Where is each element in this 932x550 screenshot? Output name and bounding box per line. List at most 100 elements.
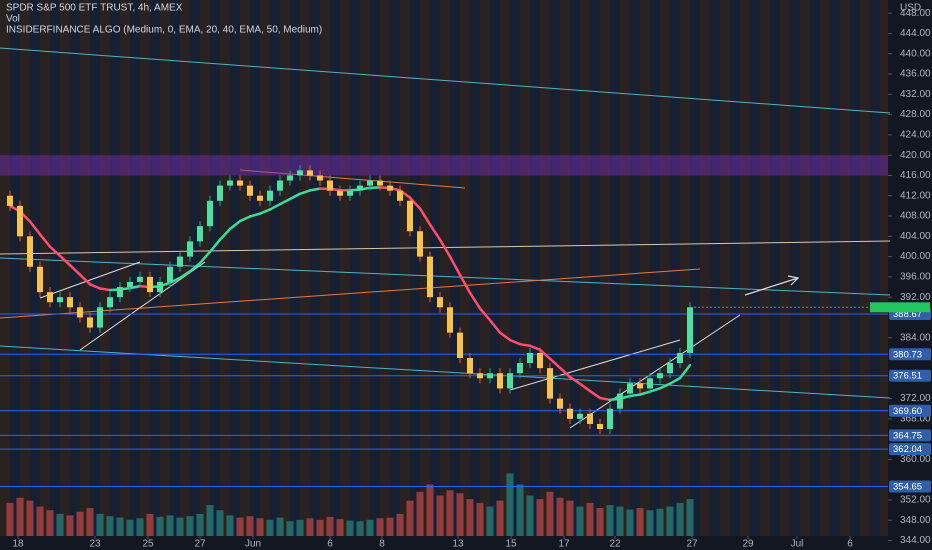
ema-segment [68,263,82,276]
volume-bar [36,506,44,536]
volume-bar [126,519,134,536]
wedge-line [569,314,741,429]
ema-segment [188,261,202,273]
volume-bar [136,518,144,536]
volume-bar [276,517,284,536]
volume-bar [46,510,54,536]
volume-bar [476,502,484,536]
price-badge [889,348,931,361]
volume-bar [306,518,314,536]
volume-bar [146,513,154,536]
price-badge-label: 362.04 [893,444,922,455]
candle-body [357,185,363,191]
ema-segment [418,207,432,226]
volume-bar [616,506,624,536]
candle-body [67,297,73,308]
trend-line [0,268,701,319]
y-tick-label: 408.00 [900,211,931,222]
candle-body [597,423,603,430]
volume-bar [236,517,244,536]
candle-body [327,180,333,191]
ema-segment [668,376,682,385]
candle-body [37,266,43,293]
volume-bar [516,484,524,536]
candle-body [577,413,583,419]
candle-body [487,373,493,379]
ema-segment [578,382,592,393]
ema-segment [198,250,212,265]
volume-bar [576,506,584,536]
volume-bar [636,508,644,536]
volume-bar [6,502,14,536]
candle-body [617,393,623,409]
candle-body [477,373,483,379]
x-tick-label: 27 [686,539,698,550]
volume-bar [186,516,194,536]
candle-body [157,281,163,293]
ema-segment [528,344,542,352]
volume-label: Vol [6,14,20,25]
candle-body [547,368,553,399]
wedge-line [509,339,681,391]
candle-body [437,297,443,308]
ema-segment [458,273,472,295]
y-tick-label: 348.00 [900,515,931,526]
candle-body [237,180,243,186]
y-tick-label: 424.00 [900,130,931,141]
candle-body [287,175,293,181]
y-tick-label: 352.00 [900,495,931,506]
volume-bar [526,495,534,536]
volume-bar [226,515,234,536]
x-tick-label: 23 [89,539,101,550]
candle-body [17,205,23,237]
candle-body [527,352,533,364]
volume-bar [536,499,544,536]
candle-body [297,170,303,176]
ema-segment [588,389,602,400]
candle-body [627,383,633,394]
volume-bar [346,520,354,536]
candle-body [137,276,143,282]
arrow-head [787,275,800,286]
candle-body [187,241,193,257]
x-tick-label: 15 [505,539,517,550]
y-tick-label: 396.00 [900,272,931,283]
y-tick-label: 360.00 [900,454,931,465]
x-tick-label: 27 [194,539,206,550]
volume-bar [206,505,214,536]
price-badge [889,404,931,417]
volume-bar [386,517,394,536]
x-tick-label: 29 [742,539,754,550]
volume-bar [366,519,374,536]
price-badge-label: 364.75 [893,430,922,441]
price-badge-label: 388.67 [893,309,922,320]
ema-segment [468,291,482,310]
y-tick-label: 448.00 [900,8,931,19]
ema-segment [128,284,142,290]
candle-body [367,180,373,186]
y-tick-label: 384.00 [900,332,931,343]
price-badge-label: 354.65 [893,482,922,493]
ema-segment [478,307,492,322]
volume-bar [646,510,654,536]
ema-segment [508,338,522,346]
candle-body [537,352,543,369]
ema-segment [538,348,552,360]
x-tick-label: Jun [245,539,261,550]
candle-body [427,256,433,298]
y-tick-label: 392.00 [900,292,931,303]
ema-segment [48,245,62,258]
volume-bar [116,517,124,536]
volume-bar [676,502,684,536]
volume-bar [656,508,664,536]
ema-segment [678,363,692,380]
volume-bar [246,516,254,536]
volume-bar [666,506,674,536]
ema-segment [238,215,252,223]
volume-bar [456,493,464,536]
candle-body [557,398,563,409]
ema-segment [518,342,532,348]
y-tick-label: 416.00 [900,170,931,181]
volume-bar [686,499,694,536]
volume-bar [266,519,274,536]
